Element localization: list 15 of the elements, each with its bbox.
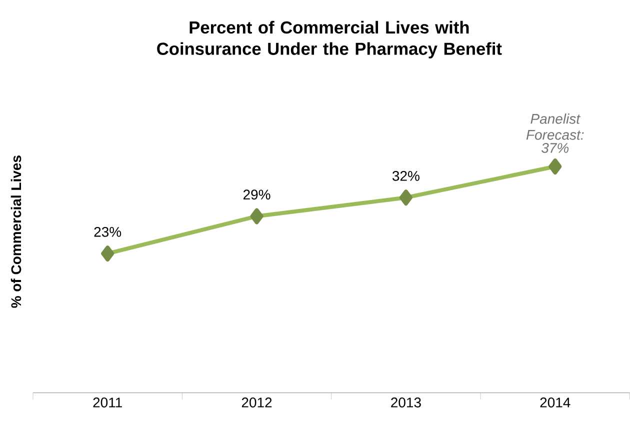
chart-title: Percent of Commercial Lives with Coinsurance Under the Pharmacy Benefit (157, 20, 502, 58)
data-label: 23% (94, 227, 122, 237)
point (399, 190, 412, 206)
data-label: 29% (243, 190, 270, 200)
data-label: 37% (541, 143, 569, 154)
x-tick-label: 2011 (93, 398, 122, 408)
point (101, 246, 114, 262)
point (548, 158, 562, 175)
x-tick-label: 2013 (391, 398, 421, 408)
y-axis-title: % of Commercial Lives (10, 156, 22, 308)
x-tick-label: 2012 (242, 398, 272, 408)
data-label: 32% (392, 171, 420, 181)
x-tick-label: 2014 (540, 398, 570, 408)
annotation: Panelist Forecast: (526, 114, 584, 140)
point (250, 208, 264, 224)
